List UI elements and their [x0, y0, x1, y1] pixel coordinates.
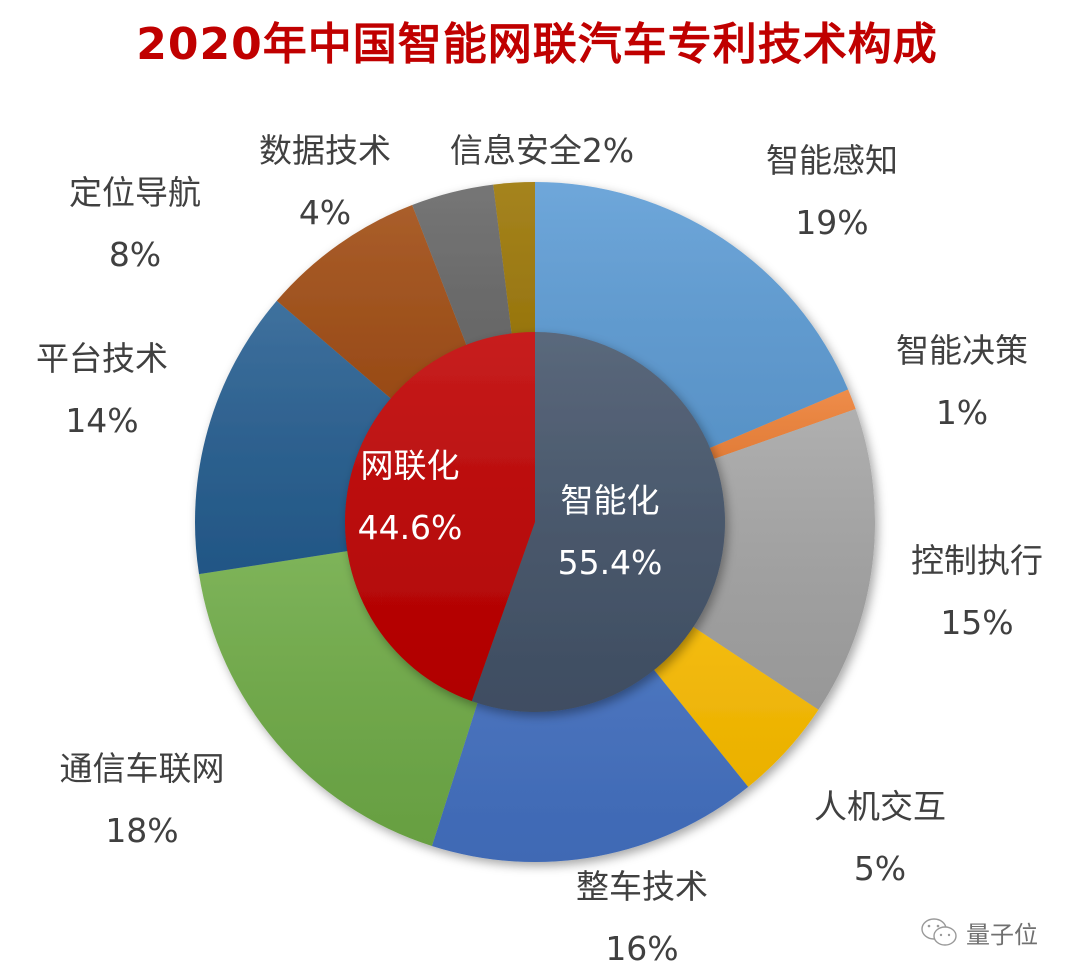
label-smart-decision: 智能决策 1% — [896, 331, 1028, 432]
chart-title: 2020年中国智能网联汽车专利技术构成 — [136, 19, 938, 70]
label-platform: 平台技术 14% — [36, 339, 168, 440]
label-vehicle: 整车技术 16% — [576, 867, 708, 968]
label-smart-sense: 智能感知 19% — [766, 141, 898, 242]
label-v2x: 通信车联网 18% — [59, 749, 225, 850]
slice-gloss — [471, 332, 725, 712]
wechat-icon — [921, 917, 957, 946]
label-security: 信息安全2% — [449, 131, 635, 170]
watermark: 量子位 — [920, 915, 1038, 950]
label-navigation: 定位导航 8% — [69, 173, 201, 274]
label-control: 控制执行 15% — [911, 541, 1043, 642]
label-hmi: 人机交互 5% — [814, 787, 946, 888]
watermark-text: 量子位 — [966, 921, 1038, 949]
slice-gloss — [344, 332, 535, 702]
inner-ring — [344, 332, 725, 712]
label-inner-smart: 智能化 55.4% — [557, 481, 663, 582]
label-inner-net: 网联化 44.6% — [357, 446, 463, 547]
label-data: 数据技术 4% — [259, 131, 391, 232]
